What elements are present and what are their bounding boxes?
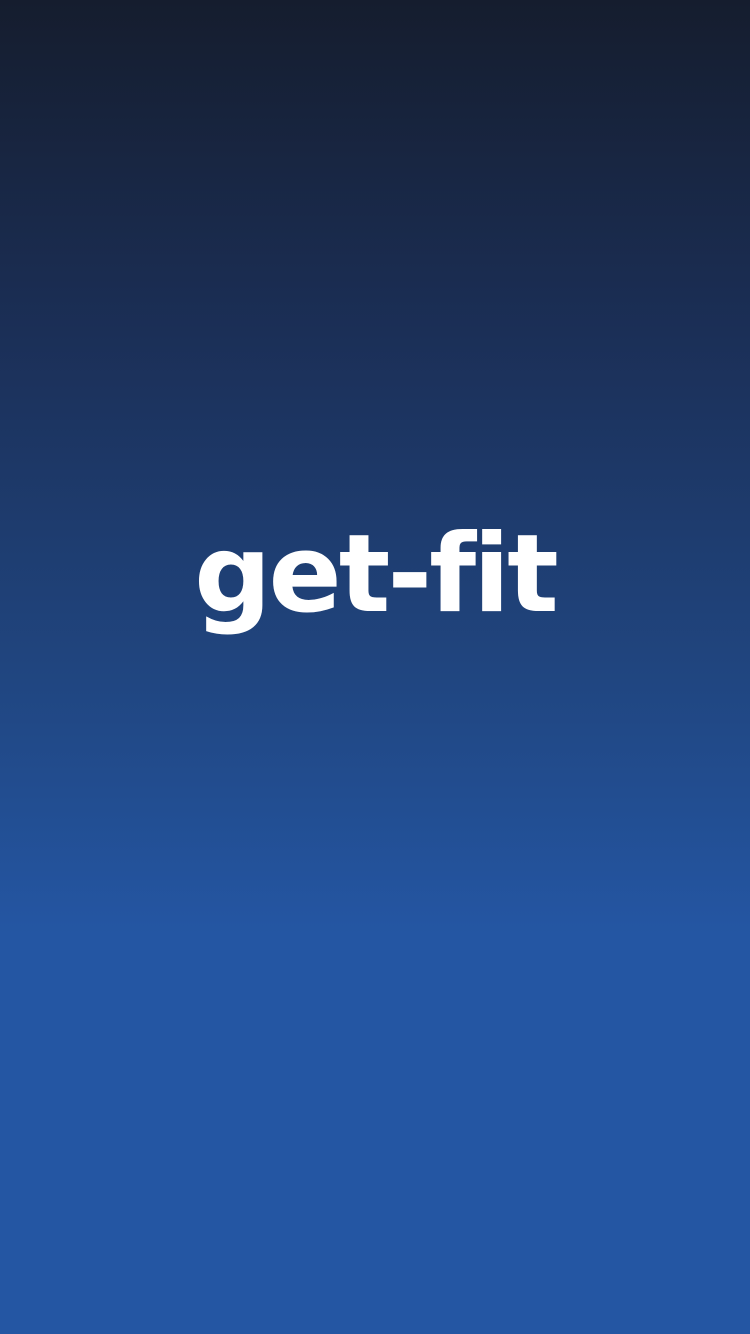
app-logo-wordmark: get-fit: [0, 505, 750, 645]
